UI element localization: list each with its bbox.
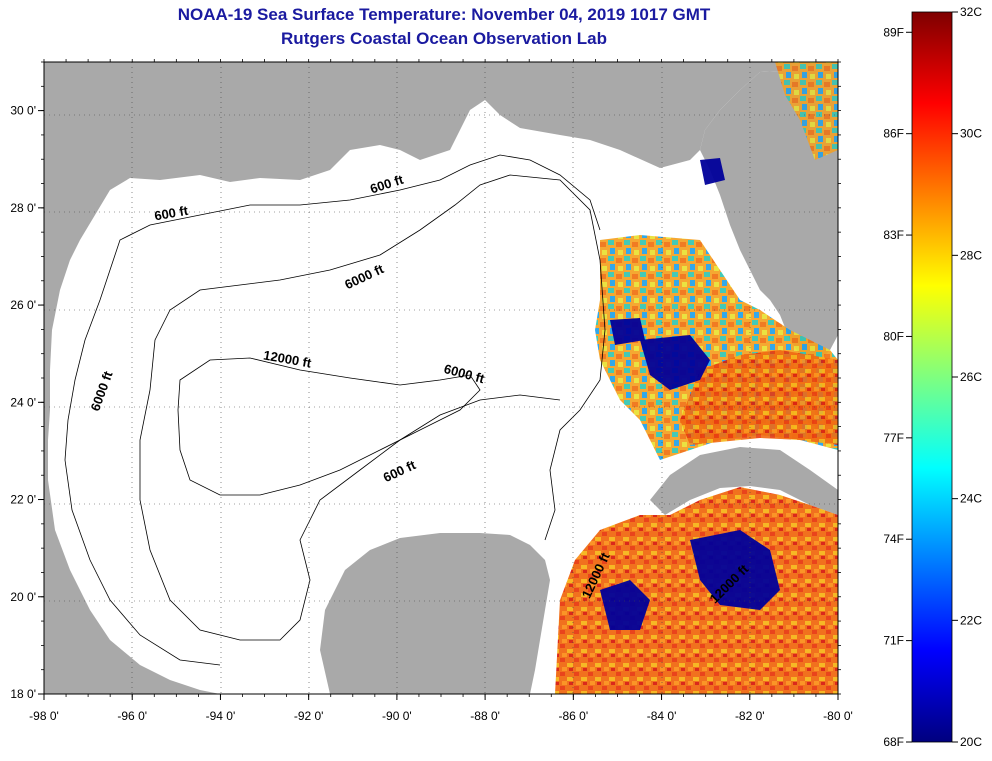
sst-cloud-patch xyxy=(610,318,645,345)
land-florida xyxy=(700,70,838,360)
colorbar-celsius-label: 32C xyxy=(960,5,982,19)
colorbar-fahrenheit-label: 80F xyxy=(883,329,904,343)
y-tick-label: 28 0' xyxy=(10,201,36,215)
land-cuba xyxy=(650,447,838,515)
colorbar-celsius-labels: 32C 30C 28C 26C 24C 22C 20C xyxy=(952,5,982,749)
y-tick-label: 26 0' xyxy=(10,298,36,312)
sst-data-florida-strait xyxy=(680,350,838,445)
colorbar-fahrenheit-label: 89F xyxy=(883,25,904,39)
sst-cloud-patch xyxy=(690,530,780,610)
x-tick-label: -88 0' xyxy=(470,709,500,723)
colorbar-celsius-label: 26C xyxy=(960,370,982,384)
map-subtitle: Rutgers Coastal Ocean Observation Lab xyxy=(281,29,607,48)
y-tick-label: 22 0' xyxy=(10,493,36,507)
contour-12000ft xyxy=(177,357,481,496)
x-tick-label: -82 0' xyxy=(735,709,765,723)
x-tick-label: -94 0' xyxy=(206,709,236,723)
y-tick-label: 30 0' xyxy=(10,104,36,118)
colorbar-celsius-label: 24C xyxy=(960,492,982,506)
colorbar xyxy=(911,11,953,743)
colorbar-fahrenheit-label: 71F xyxy=(883,634,904,648)
contour-label: 600 ft xyxy=(153,203,190,224)
x-axis: -98 0' -96 0' -94 0' -92 0' -90 0' -88 0' -86 … xyxy=(29,59,853,723)
x-tick-label: -84 0' xyxy=(647,709,677,723)
sst-cloud-patch xyxy=(700,158,725,185)
colorbar-fahrenheit-label: 74F xyxy=(883,532,904,546)
colorbar-celsius-label: 28C xyxy=(960,248,982,262)
x-tick-label: -92 0' xyxy=(294,709,324,723)
x-tick-label: -96 0' xyxy=(117,709,147,723)
sst-data-north-florida xyxy=(775,62,838,160)
sst-cloud-patch xyxy=(600,580,650,630)
graticule xyxy=(44,62,838,694)
y-axis: 30 0' 28 0' 26 0' 24 0' 22 0' 20 0' 18 0' xyxy=(10,61,841,701)
x-tick-label: -98 0' xyxy=(29,709,59,723)
contour-6000ft xyxy=(149,174,606,541)
colorbar-celsius-label: 30C xyxy=(960,127,982,141)
colorbar-fahrenheit-labels: 89F 86F 83F 80F 77F 74F 71F 68F xyxy=(883,25,912,749)
colorbar-fahrenheit-label: 83F xyxy=(883,228,904,242)
colorbar-celsius-label: 22C xyxy=(960,613,982,627)
colorbar-fahrenheit-label: 86F xyxy=(883,127,904,141)
colorbar-fahrenheit-label: 68F xyxy=(883,735,904,749)
x-tick-label: -80 0' xyxy=(823,709,853,723)
x-tick-label: -90 0' xyxy=(382,709,412,723)
y-tick-label: 20 0' xyxy=(10,590,36,604)
y-tick-label: 24 0' xyxy=(10,395,36,409)
contour-6000ft xyxy=(139,389,561,641)
sst-cloud-patch xyxy=(640,335,710,390)
colorbar-celsius-label: 20C xyxy=(960,735,982,749)
x-tick-label: -86 0' xyxy=(559,709,589,723)
colorbar-fahrenheit-label: 77F xyxy=(883,431,904,445)
y-tick-label: 18 0' xyxy=(10,687,36,701)
land-yucatan xyxy=(320,533,550,694)
land-mexico-us xyxy=(44,62,838,694)
contour-600ft xyxy=(64,154,601,666)
sst-data-caribbean xyxy=(555,487,838,694)
map-title: NOAA-19 Sea Surface Temperature: Novembe… xyxy=(177,5,711,24)
